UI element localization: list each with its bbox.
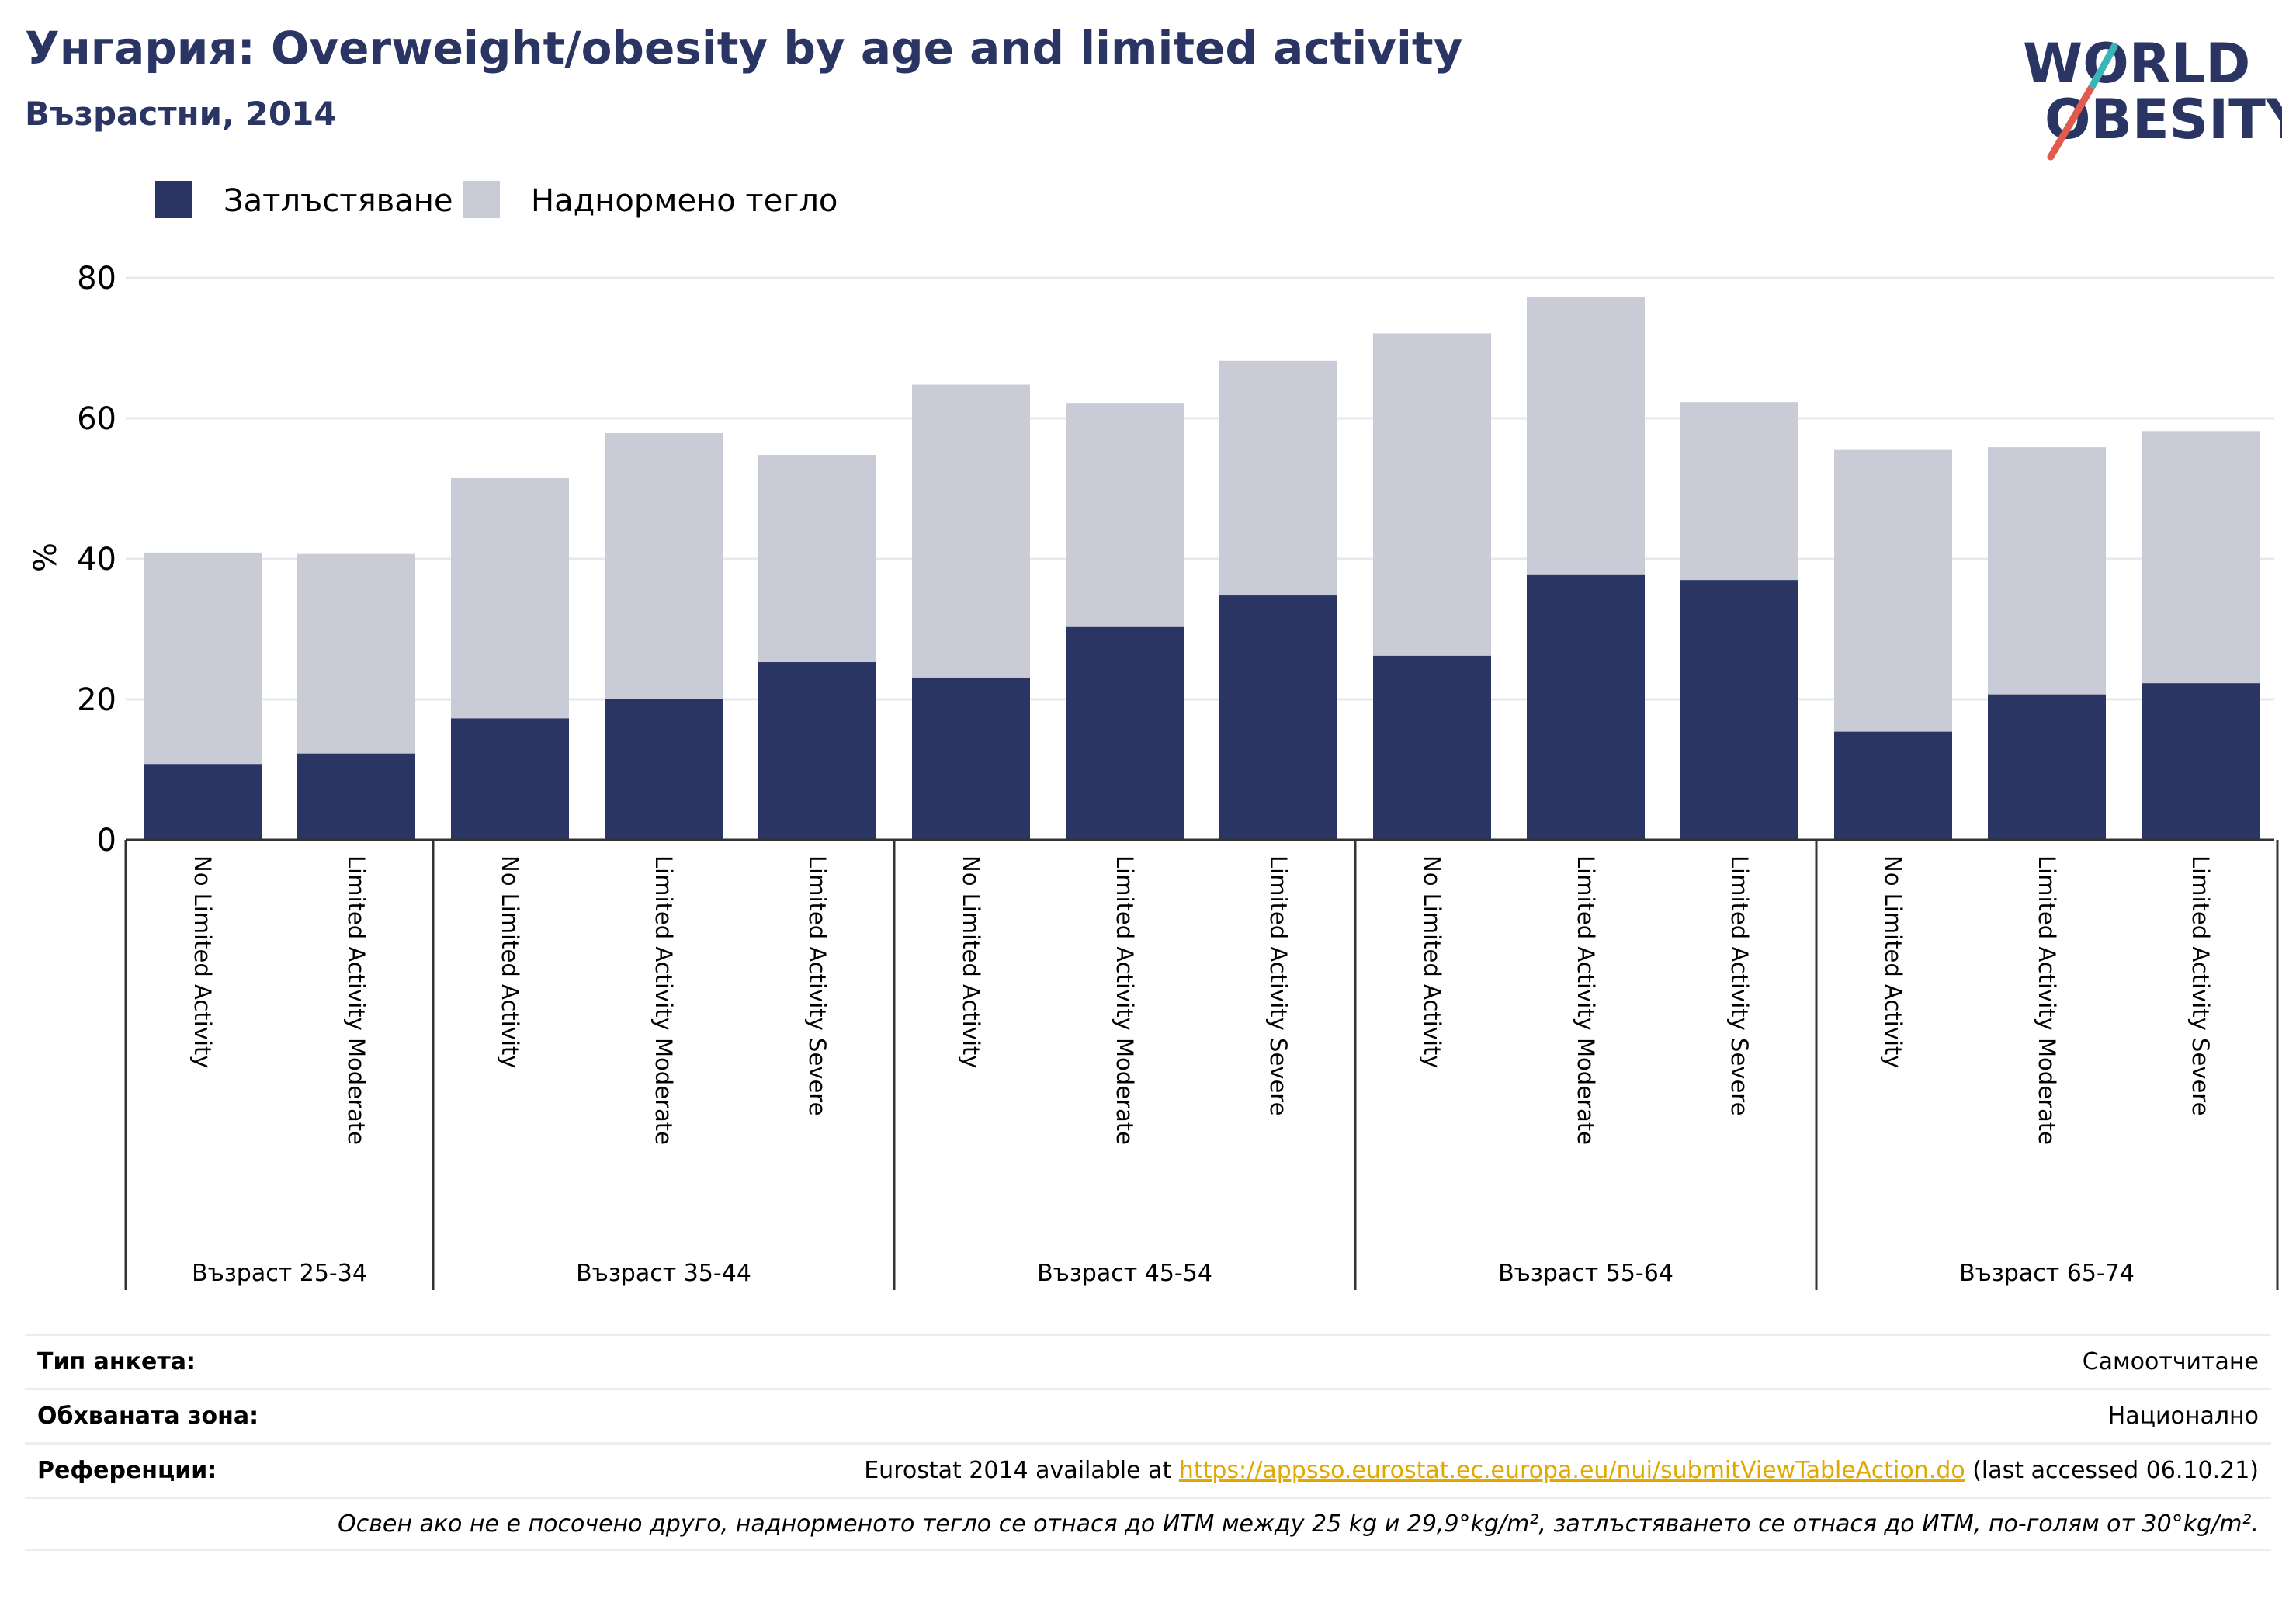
bar-overweight <box>1834 449 1952 732</box>
bar-obesity <box>912 677 1030 840</box>
chart-title: Унгария: Overweight/obesity by age and l… <box>25 22 1463 75</box>
bar-obesity <box>1527 574 1645 840</box>
references-suffix: (last accessed 06.10.21) <box>1965 1457 2259 1484</box>
logo-slash-upper <box>2089 43 2118 89</box>
references-label: Референции: <box>37 1457 217 1484</box>
x-category-label: Limited Activity Moderate <box>2034 855 2060 1145</box>
coverage-row: Обхваната зона: Национално <box>25 1388 2271 1442</box>
y-tick-label: 0 <box>97 823 116 858</box>
x-category-label: Limited Activity Moderate <box>1573 855 1599 1145</box>
definition-note-row: Освен ако не е посочено друго, наднормен… <box>25 1497 2271 1551</box>
x-category-label: Limited Activity Severe <box>1726 855 1753 1115</box>
x-category-label: Limited Activity Moderate <box>1112 855 1138 1145</box>
x-category-label: No Limited Activity <box>189 855 216 1068</box>
bar-overweight <box>297 553 415 754</box>
bar-obesity <box>1680 580 1798 840</box>
bar-overweight <box>1373 333 1491 656</box>
bar-obesity <box>2142 683 2260 840</box>
bar-obesity <box>1066 626 1184 840</box>
x-group-label: Възраст 65-74 <box>1959 1260 2135 1287</box>
bar-overweight <box>1680 402 1798 581</box>
legend-swatch-obesity <box>155 181 192 218</box>
x-category-label: No Limited Activity <box>497 855 523 1068</box>
bar-overweight <box>758 455 876 663</box>
references-link[interactable]: https://appsso.eurostat.ec.europa.eu/nui… <box>1178 1457 1965 1484</box>
survey-type-row: Тип анкета: Самоотчитане <box>25 1334 2271 1388</box>
y-axis-label: % <box>28 543 64 572</box>
logo-slash-lower <box>2047 82 2097 161</box>
x-category-label: Limited Activity Moderate <box>650 855 677 1145</box>
bar-obesity <box>1988 694 2106 840</box>
bar-obesity <box>605 699 723 840</box>
x-group-label: Възраст 35-44 <box>576 1260 751 1287</box>
y-tick-label: 60 <box>77 401 116 437</box>
x-category-label: Limited Activity Moderate <box>343 855 369 1145</box>
bar-obesity <box>451 718 569 840</box>
info-table: Тип анкета: Самоотчитане Обхваната зона:… <box>25 1334 2271 1551</box>
legend-swatch-overweight <box>463 181 500 218</box>
bar-overweight <box>605 433 723 699</box>
references-row: Референции: Eurostat 2014 available at h… <box>25 1442 2271 1497</box>
y-tick-label: 40 <box>77 542 116 578</box>
bar-overweight <box>1527 297 1645 575</box>
coverage-value: Национално <box>2107 1403 2259 1430</box>
y-tick-label: 80 <box>77 261 116 297</box>
bar-overweight <box>144 552 262 765</box>
x-category-label: Limited Activity Severe <box>2187 855 2214 1115</box>
references-value: Eurostat 2014 available at https://appss… <box>864 1457 2259 1484</box>
bar-overweight <box>451 477 569 719</box>
definition-note: Освен ако не е посочено друго, наднормен… <box>338 1510 2259 1538</box>
bar-obesity <box>144 764 262 840</box>
stacked-bar-chart: 0 20 40 60 80% Затлъстяване Наднормено тегло No… <box>28 181 2279 1290</box>
x-group-label: Възраст 45-54 <box>1037 1260 1212 1287</box>
logo-line1: WORLD <box>2023 32 2250 95</box>
x-category-label: No Limited Activity <box>1880 855 1906 1068</box>
bar-obesity <box>1373 655 1491 840</box>
bar-overweight <box>912 384 1030 678</box>
legend-label-overweight: Наднормено тегло <box>531 183 838 219</box>
x-category-label: Limited Activity Severe <box>804 855 831 1115</box>
bar-overweight <box>1219 360 1337 596</box>
world-obesity-logo: WORLD OBESITY <box>2023 32 2282 161</box>
bar-obesity <box>758 662 876 840</box>
bar-obesity <box>1834 731 1952 840</box>
bar-obesity <box>1219 595 1337 840</box>
chart-subtitle: Възрастни, 2014 <box>25 95 337 133</box>
legend-label-obesity: Затлъстяване <box>224 183 453 219</box>
y-tick-label: 20 <box>77 682 116 718</box>
x-group-label: Възраст 55-64 <box>1498 1260 1673 1287</box>
survey-type-label: Тип анкета: <box>37 1348 196 1375</box>
bar-overweight <box>1988 447 2106 695</box>
survey-type-value: Самоотчитане <box>2082 1348 2259 1375</box>
x-category-label: No Limited Activity <box>1419 855 1445 1068</box>
bar-overweight <box>2142 431 2260 684</box>
bar-overweight <box>1066 403 1184 627</box>
x-category-label: Limited Activity Severe <box>1265 855 1292 1115</box>
coverage-label: Обхваната зона: <box>37 1403 259 1430</box>
x-category-label: No Limited Activity <box>958 855 984 1068</box>
bar-obesity <box>297 753 415 840</box>
references-prefix: Eurostat 2014 available at <box>864 1457 1179 1484</box>
x-group-label: Възраст 25-34 <box>192 1260 367 1287</box>
